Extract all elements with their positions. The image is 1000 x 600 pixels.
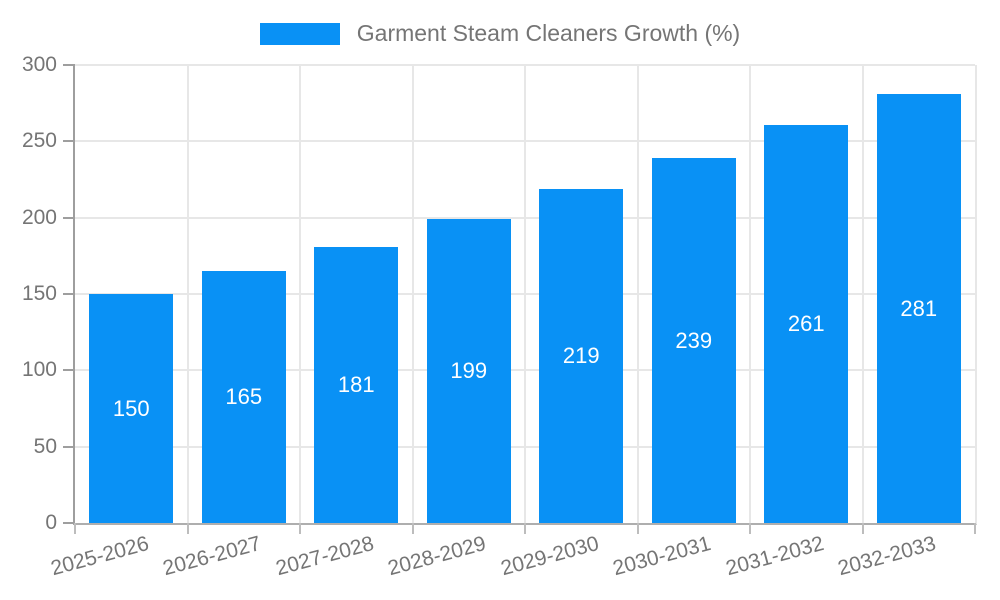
gridline-v bbox=[524, 65, 526, 523]
x-tick-mark bbox=[861, 523, 864, 534]
x-tick-mark bbox=[299, 523, 301, 534]
x-tick-label: 2028-2029 bbox=[385, 532, 489, 581]
bar: 261 bbox=[764, 124, 849, 523]
bar-value-label: 165 bbox=[225, 384, 263, 410]
bar-value-label: 261 bbox=[787, 310, 825, 336]
grid-layer bbox=[75, 64, 975, 523]
bar-slot: 165 bbox=[188, 65, 301, 523]
bar-value-label: 219 bbox=[562, 342, 600, 368]
bar: 150 bbox=[89, 294, 174, 523]
x-tick-mark bbox=[974, 523, 976, 534]
x-tick-mark bbox=[186, 523, 189, 534]
bar-slot: 219 bbox=[525, 65, 638, 523]
bar-slot: 261 bbox=[750, 65, 863, 523]
bar: 281 bbox=[876, 94, 961, 523]
y-tick-label: 50 bbox=[33, 434, 57, 458]
plot-area: 150 165 181 199 219 239 261 281 2025-2026 2026-2… bbox=[22, 53, 977, 580]
bar: 239 bbox=[651, 158, 736, 523]
bar: 165 bbox=[201, 271, 286, 523]
x-tick-mark bbox=[74, 523, 76, 534]
y-tick-label: 150 bbox=[21, 282, 57, 305]
x-tick-label: 2032-2033 bbox=[835, 532, 939, 581]
x-tick-mark bbox=[749, 523, 751, 534]
gridline-v bbox=[861, 65, 864, 523]
bar: 199 bbox=[426, 219, 511, 523]
legend: Garment Steam Cleaners Growth (%) bbox=[0, 20, 1000, 47]
x-tick-label: 2029-2030 bbox=[498, 532, 602, 581]
x-tick-label: 2030-2031 bbox=[610, 532, 714, 581]
bar-slot: 199 bbox=[413, 65, 526, 523]
gridline-v bbox=[411, 65, 414, 523]
gridline-v bbox=[186, 65, 189, 523]
bar-slot: 181 bbox=[300, 65, 413, 523]
y-tick-mark bbox=[63, 293, 75, 295]
bar-value-label: 199 bbox=[450, 358, 488, 384]
y-tick-mark bbox=[63, 522, 75, 524]
y-tick-mark bbox=[63, 140, 75, 143]
y-tick-label: 100 bbox=[21, 358, 57, 382]
bar-value-label: 239 bbox=[675, 327, 713, 353]
y-tick-label: 0 bbox=[45, 511, 57, 534]
bar-value-label: 281 bbox=[900, 295, 938, 321]
bar-slot: 150 bbox=[75, 65, 188, 523]
bar: 181 bbox=[314, 246, 399, 523]
gridline-v bbox=[749, 65, 751, 523]
legend-swatch bbox=[259, 22, 340, 45]
bar-slot: 239 bbox=[638, 65, 751, 523]
x-tick-label: 2031-2032 bbox=[723, 532, 827, 581]
x-tick-mark bbox=[636, 523, 639, 534]
x-tick-mark bbox=[411, 523, 414, 534]
gridline-v bbox=[299, 65, 301, 523]
bar-slot: 281 bbox=[863, 65, 976, 523]
bar: 219 bbox=[539, 188, 624, 523]
x-tick-label: 2027-2028 bbox=[273, 532, 377, 581]
y-tick-mark bbox=[63, 369, 75, 372]
x-tick-label: 2025-2026 bbox=[48, 532, 152, 581]
gridline-v bbox=[636, 65, 639, 523]
y-tick-mark bbox=[63, 445, 75, 448]
legend-label: Garment Steam Cleaners Growth (%) bbox=[356, 20, 741, 46]
y-tick-label: 200 bbox=[21, 205, 57, 229]
y-tick-label: 300 bbox=[21, 53, 57, 76]
x-tick-mark bbox=[524, 523, 526, 534]
y-tick-mark bbox=[63, 216, 75, 219]
bar-value-label: 181 bbox=[337, 371, 375, 397]
y-tick-label: 250 bbox=[21, 129, 57, 153]
bar-value-label: 150 bbox=[112, 395, 150, 421]
y-tick-mark bbox=[63, 64, 75, 66]
bars-layer: 150 165 181 199 219 239 261 281 bbox=[75, 65, 975, 523]
x-tick-label: 2026-2027 bbox=[160, 532, 264, 581]
